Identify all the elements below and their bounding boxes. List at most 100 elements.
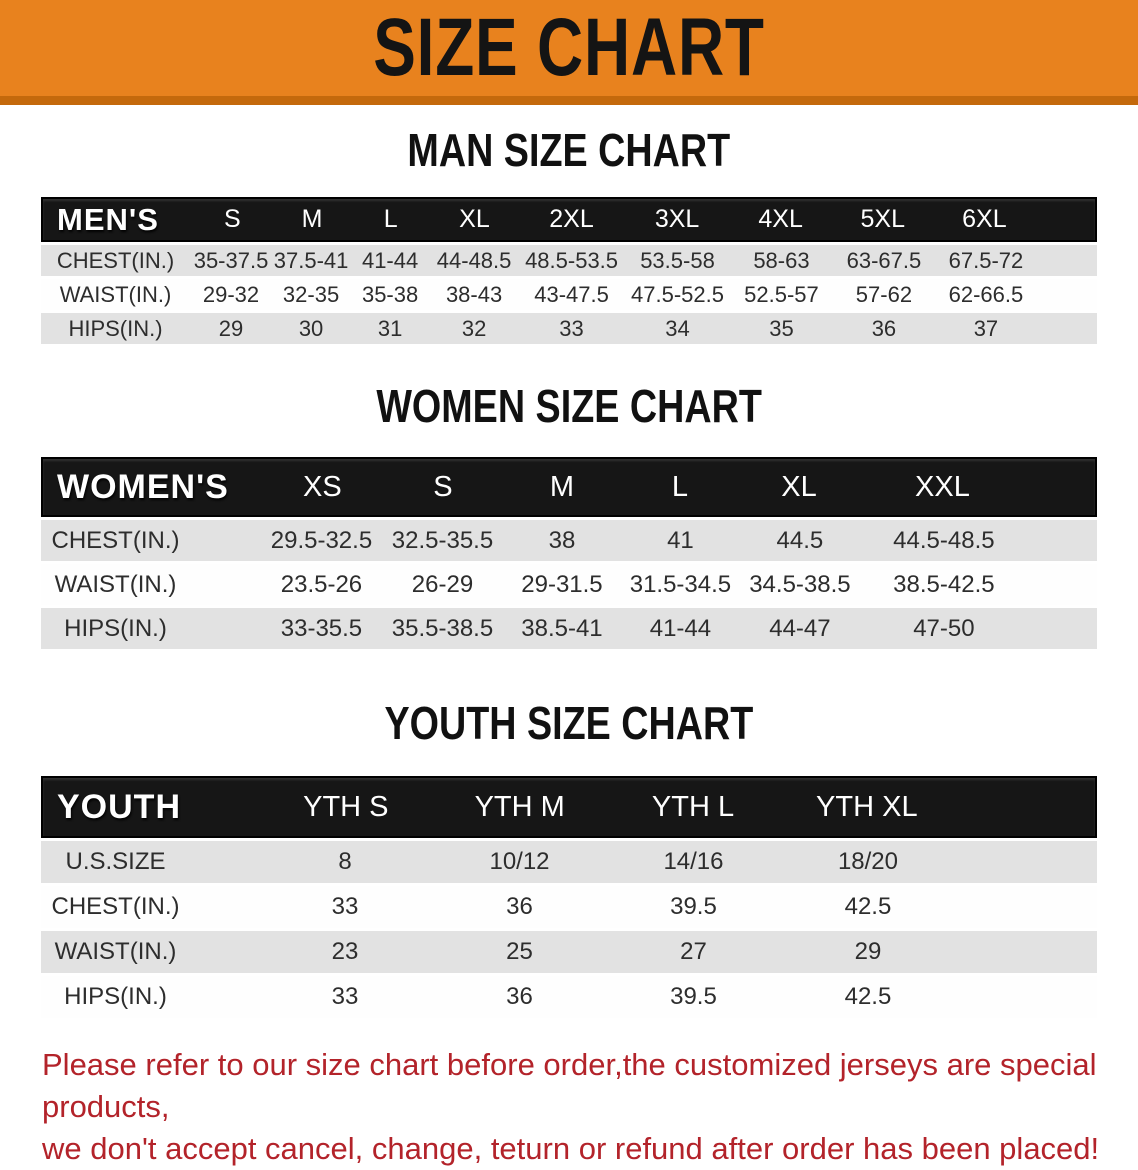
value-cell: 35-38 — [361, 281, 419, 307]
size-header-cell: XS — [303, 470, 342, 503]
size-header-cell: S — [433, 470, 453, 503]
value-cell: 8 — [338, 848, 352, 875]
data-row: CHEST(IN.) 29.5-32.5 32.5-35.5 38 41 44.5 44.5… — [41, 520, 1097, 561]
value-cell: 31.5-34.5 — [629, 570, 732, 598]
value-cell: 38.5-41 — [521, 614, 603, 642]
value-cell: 57-62 — [855, 281, 913, 307]
value-cell: 27 — [680, 938, 707, 965]
value-cell: 38-43 — [445, 281, 503, 307]
value-cell: 29 — [218, 315, 244, 341]
row-label-cell: CHEST(IN.) — [51, 893, 180, 920]
value-cell: 38 — [548, 526, 576, 554]
data-row: WAIST(IN.) 23.5-26 26-29 29-31.5 31.5-34.5 34… — [41, 564, 1097, 605]
size-header-cell: 4XL — [758, 205, 803, 233]
data-row: CHEST(IN.) 35-37.5 37.5-41 41-44 44-48.5 48.5… — [41, 245, 1097, 276]
size-header-cell: S — [223, 205, 241, 233]
table-header-row: MEN'S S M L XL 2XL 3XL 4XL 5XL 6XL — [41, 197, 1097, 242]
table-header-label: WOMEN'S — [57, 467, 229, 506]
value-cell: 31 — [377, 315, 403, 341]
size-header-cell: XL — [781, 470, 817, 503]
value-cell: 41 — [667, 526, 694, 554]
section-title-men: MAN SIZE CHART — [407, 124, 731, 176]
value-cell: 39.5 — [670, 893, 717, 920]
value-cell: 29-31.5 — [521, 570, 603, 598]
row-label-cell: HIPS(IN.) — [64, 983, 167, 1010]
value-cell: 43-47.5 — [534, 281, 609, 307]
value-cell: 36 — [506, 893, 533, 920]
row-label-cell: WAIST(IN.) — [59, 281, 172, 307]
value-cell: 32 — [461, 315, 487, 341]
data-row: HIPS(IN.) 29 30 31 32 33 34 35 36 37 — [41, 313, 1097, 344]
value-cell: 47-50 — [913, 614, 975, 642]
table-header-row: WOMEN'S XS S M L XL XXL — [41, 457, 1097, 517]
youth-size-table: YOUTH YTH S YTH M YTH L YTH XL U.S.SIZE 8 10/12… — [41, 776, 1097, 1018]
data-row: CHEST(IN.) 33 36 39.5 42.5 — [41, 886, 1097, 928]
value-cell: 10/12 — [489, 848, 550, 875]
value-cell: 42.5 — [844, 893, 892, 920]
size-header-cell: XXL — [915, 470, 970, 503]
value-cell: 47.5-52.5 — [631, 281, 724, 307]
data-row: WAIST(IN.) 23 25 27 29 — [41, 931, 1097, 973]
value-cell: 44.5 — [776, 526, 824, 554]
value-cell: 33 — [559, 315, 584, 341]
value-cell: 36 — [506, 983, 533, 1010]
size-header-cell: 6XL — [962, 205, 1007, 233]
row-label-cell: HIPS(IN.) — [68, 315, 163, 341]
size-header-cell: L — [383, 205, 398, 233]
value-cell: 53.5-58 — [640, 247, 715, 273]
value-cell: 58-63 — [753, 247, 810, 273]
value-cell: 44-47 — [769, 614, 831, 642]
row-label-cell: U.S.SIZE — [65, 848, 166, 875]
value-cell: 37 — [973, 315, 999, 341]
data-row: U.S.SIZE 8 10/12 14/16 18/20 — [41, 841, 1097, 883]
row-label-cell: WAIST(IN.) — [54, 938, 177, 965]
value-cell: 34.5-38.5 — [749, 570, 851, 598]
value-cell: 52.5-57 — [744, 281, 819, 307]
value-cell: 48.5-53.5 — [525, 247, 619, 273]
value-cell: 32.5-35.5 — [391, 526, 494, 554]
value-cell: 14/16 — [663, 848, 724, 875]
value-cell: 35 — [769, 315, 794, 341]
row-label-cell: CHEST(IN.) — [51, 526, 180, 554]
size-header-cell: YTH M — [474, 790, 565, 823]
disclaimer-line-1: Please refer to our size chart before or… — [42, 1047, 1097, 1124]
size-header-cell: L — [671, 470, 689, 503]
value-cell: 41-44 — [361, 247, 419, 273]
value-cell: 35.5-38.5 — [391, 614, 494, 642]
banner: SIZE CHART — [0, 0, 1138, 105]
value-cell: 35-37.5 — [193, 247, 269, 273]
row-label-cell: WAIST(IN.) — [54, 570, 177, 598]
banner-title: SIZE CHART — [373, 2, 765, 93]
data-row: HIPS(IN.) 33 36 39.5 42.5 — [41, 976, 1097, 1018]
section-title-women: WOMEN SIZE CHART — [376, 380, 762, 432]
size-header-cell: M — [301, 205, 323, 233]
value-cell: 42.5 — [844, 983, 892, 1010]
value-cell: 32-35 — [282, 281, 340, 307]
value-cell: 34 — [665, 315, 690, 341]
size-header-cell: XL — [459, 205, 490, 233]
value-cell: 18/20 — [837, 848, 898, 875]
value-cell: 29 — [854, 938, 882, 965]
women-size-table: WOMEN'S XS S M L XL XXL CHEST(IN.) 29.5-32.5 32.5… — [41, 457, 1097, 649]
value-cell: 29.5-32.5 — [270, 526, 373, 554]
data-row: WAIST(IN.) 29-32 32-35 35-38 38-43 43-47.5 47.… — [41, 279, 1097, 310]
size-header-cell: 3XL — [654, 205, 700, 233]
value-cell: 26-29 — [411, 570, 474, 598]
men-size-table: MEN'S S M L XL 2XL 3XL 4XL 5XL 6XL CHEST(IN.) 35-37… — [41, 197, 1097, 344]
table-header-row: YOUTH YTH S YTH M YTH L YTH XL — [41, 776, 1097, 838]
size-header-cell: YTH XL — [816, 790, 918, 823]
row-label-cell: HIPS(IN.) — [64, 614, 167, 642]
data-row: HIPS(IN.) 33-35.5 35.5-38.5 38.5-41 41-44 44-… — [41, 608, 1097, 649]
value-cell: 36 — [871, 315, 897, 341]
section-title-youth: YOUTH SIZE CHART — [384, 697, 754, 749]
value-cell: 44.5-48.5 — [893, 526, 995, 554]
size-header-cell: M — [549, 470, 575, 503]
value-cell: 30 — [298, 315, 324, 341]
table-header-label: MEN'S — [57, 201, 159, 237]
value-cell: 63-67.5 — [846, 247, 922, 273]
value-cell: 38.5-42.5 — [893, 570, 995, 598]
value-cell: 23 — [331, 938, 359, 965]
value-cell: 23.5-26 — [280, 570, 363, 598]
table-header-label: YOUTH — [57, 787, 181, 826]
value-cell: 33 — [331, 983, 359, 1010]
